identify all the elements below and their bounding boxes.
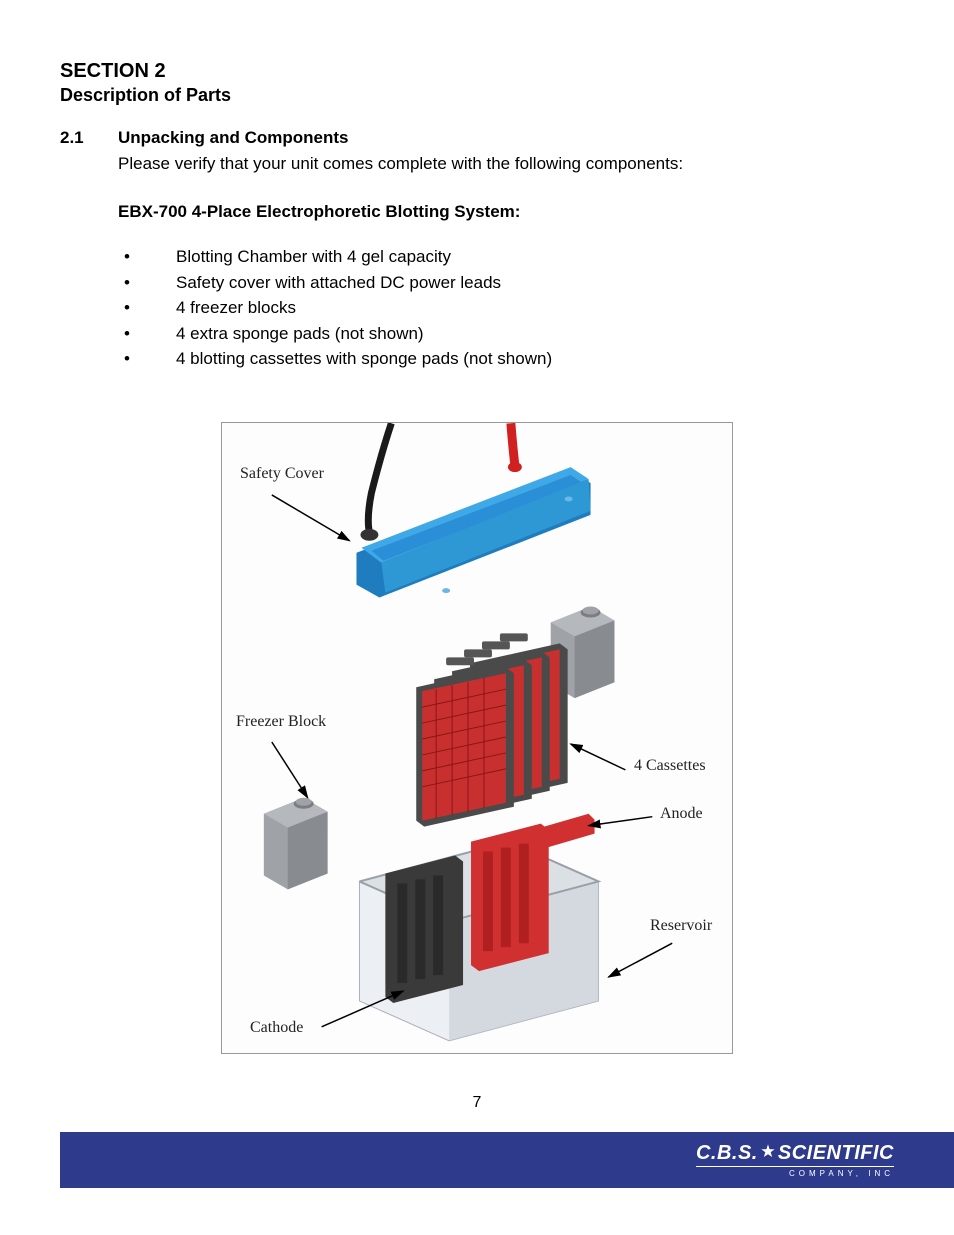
label-cathode: Cathode — [250, 1019, 303, 1037]
label-anode: Anode — [660, 805, 703, 823]
label-safety-cover: Safety Cover — [240, 465, 324, 483]
section-subtitle: Description of Parts — [60, 85, 894, 106]
label-reservoir: Reservoir — [650, 917, 712, 935]
parts-diagram: Safety Cover Freezer Block 4 Cassettes A… — [221, 422, 733, 1054]
footer-logo-text-1: C.B.S. — [696, 1142, 758, 1165]
label-freezer-block: Freezer Block — [236, 713, 326, 731]
list-item-text: 4 blotting cassettes with sponge pads (n… — [176, 346, 552, 372]
subsection-title: Unpacking and Components — [118, 128, 348, 148]
list-item: •4 freezer blocks — [118, 295, 894, 321]
product-title: EBX-700 4-Place Electrophoretic Blotting… — [118, 202, 894, 222]
footer-logo-text-2: SCIENTIFIC — [778, 1142, 894, 1165]
footer-logo-subtitle: COMPANY, INC — [696, 1169, 894, 1178]
subsection-number: 2.1 — [60, 128, 118, 148]
list-item-text: Safety cover with attached DC power lead… — [176, 270, 501, 296]
page-number: 7 — [60, 1094, 894, 1112]
section-title: SECTION 2 — [60, 60, 894, 83]
label-cassettes: 4 Cassettes — [634, 757, 706, 775]
star-icon — [760, 1142, 776, 1165]
list-item-text: 4 extra sponge pads (not shown) — [176, 321, 424, 347]
list-item: •Safety cover with attached DC power lea… — [118, 270, 894, 296]
footer-logo: C.B.S. SCIENTIFIC COMPANY, INC — [696, 1142, 894, 1178]
component-list: •Blotting Chamber with 4 gel capacity •S… — [118, 244, 894, 372]
subsection-header: 2.1 Unpacking and Components — [60, 128, 894, 148]
intro-text: Please verify that your unit comes compl… — [118, 154, 894, 174]
list-item-text: Blotting Chamber with 4 gel capacity — [176, 244, 451, 270]
list-item: •4 extra sponge pads (not shown) — [118, 321, 894, 347]
list-item: •4 blotting cassettes with sponge pads (… — [118, 346, 894, 372]
footer-bar: C.B.S. SCIENTIFIC COMPANY, INC — [60, 1132, 954, 1188]
list-item: •Blotting Chamber with 4 gel capacity — [118, 244, 894, 270]
list-item-text: 4 freezer blocks — [176, 295, 296, 321]
diagram-svg — [222, 423, 732, 1053]
